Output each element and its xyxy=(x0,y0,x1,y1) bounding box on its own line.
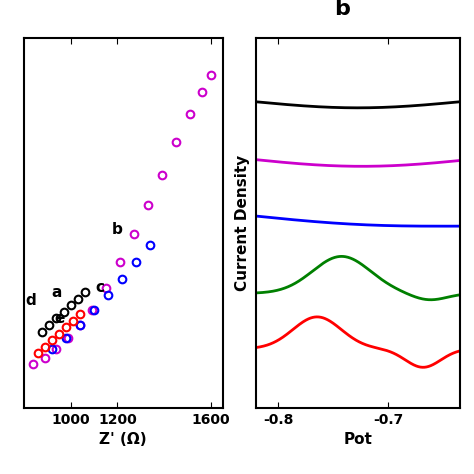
Text: e: e xyxy=(54,311,64,326)
Text: a: a xyxy=(52,285,62,300)
X-axis label: Z' (Ω): Z' (Ω) xyxy=(100,432,147,447)
X-axis label: Pot: Pot xyxy=(344,432,372,447)
Y-axis label: Current Density: Current Density xyxy=(236,155,250,291)
Text: d: d xyxy=(26,293,36,309)
Text: b: b xyxy=(111,222,122,237)
Text: c: c xyxy=(95,281,104,295)
Text: b: b xyxy=(334,0,349,19)
